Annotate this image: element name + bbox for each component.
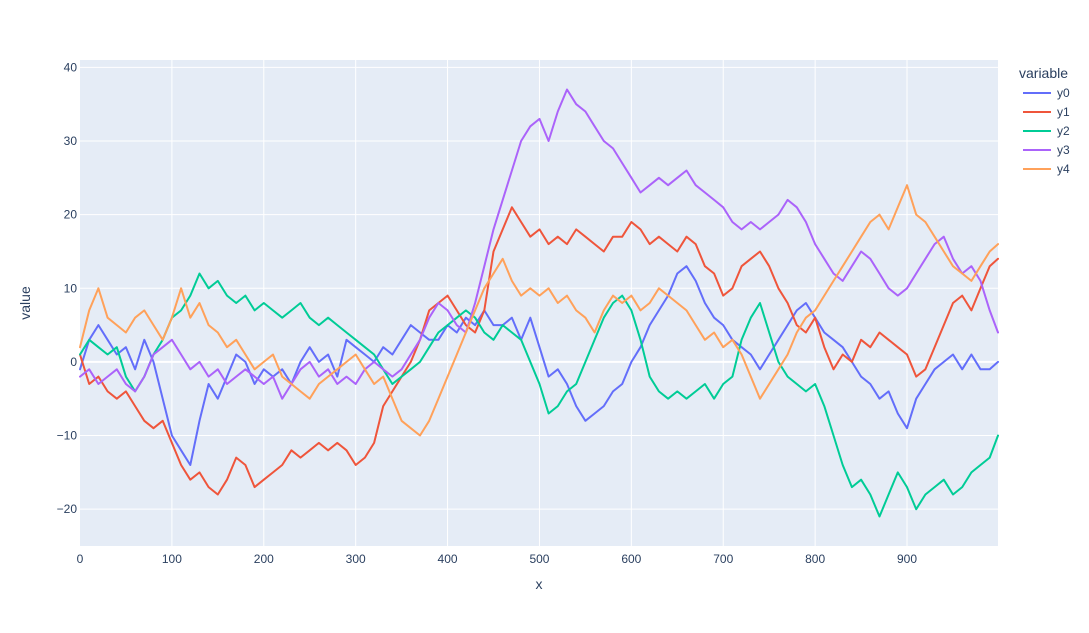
series-line-y0 xyxy=(79,265,999,466)
grid-lines xyxy=(80,60,998,546)
y-tick-label: 40 xyxy=(64,60,78,74)
x-tick-label: 800 xyxy=(805,552,825,566)
legend-item-y4[interactable]: y4 xyxy=(1023,162,1070,176)
x-axis-ticks: 0 100 200 300 400 500 600 700 800 900 xyxy=(77,552,918,566)
y-tick-label: 30 xyxy=(64,134,78,148)
x-axis-title: x xyxy=(536,576,543,592)
legend: variable y0 y1 y2 y3 y4 xyxy=(1019,65,1070,176)
legend-label: y1 xyxy=(1057,105,1070,119)
x-tick-label: 500 xyxy=(529,552,549,566)
y-tick-label: −10 xyxy=(57,429,78,443)
legend-label: y3 xyxy=(1057,143,1070,157)
x-tick-label: 700 xyxy=(713,552,733,566)
x-tick-label: 900 xyxy=(897,552,917,566)
x-tick-label: 200 xyxy=(254,552,274,566)
legend-label: y0 xyxy=(1057,86,1070,100)
legend-items: y0 y1 y2 y3 y4 xyxy=(1023,86,1070,176)
series-line-y2 xyxy=(79,272,999,518)
y-axis-title: value xyxy=(17,286,33,320)
series-line-y1 xyxy=(79,206,999,496)
series-lines xyxy=(79,88,999,518)
legend-item-y1[interactable]: y1 xyxy=(1023,105,1070,119)
x-tick-label: 600 xyxy=(621,552,641,566)
y-tick-label: −20 xyxy=(57,502,78,516)
series-line-y3 xyxy=(79,88,999,400)
x-tick-label: 100 xyxy=(162,552,182,566)
x-tick-label: 300 xyxy=(346,552,366,566)
y-tick-label: 0 xyxy=(70,355,77,369)
legend-label: y4 xyxy=(1057,162,1070,176)
series-line-y4 xyxy=(79,184,999,437)
legend-title: variable xyxy=(1019,65,1068,81)
legend-label: y2 xyxy=(1057,124,1070,138)
y-tick-label: 10 xyxy=(64,281,78,295)
legend-item-y0[interactable]: y0 xyxy=(1023,86,1070,100)
legend-item-y2[interactable]: y2 xyxy=(1023,124,1070,138)
x-tick-label: 0 xyxy=(77,552,84,566)
y-axis-ticks: −20 −10 0 10 20 30 40 xyxy=(57,60,78,516)
x-tick-label: 400 xyxy=(438,552,458,566)
y-tick-label: 20 xyxy=(64,208,78,222)
legend-item-y3[interactable]: y3 xyxy=(1023,143,1070,157)
